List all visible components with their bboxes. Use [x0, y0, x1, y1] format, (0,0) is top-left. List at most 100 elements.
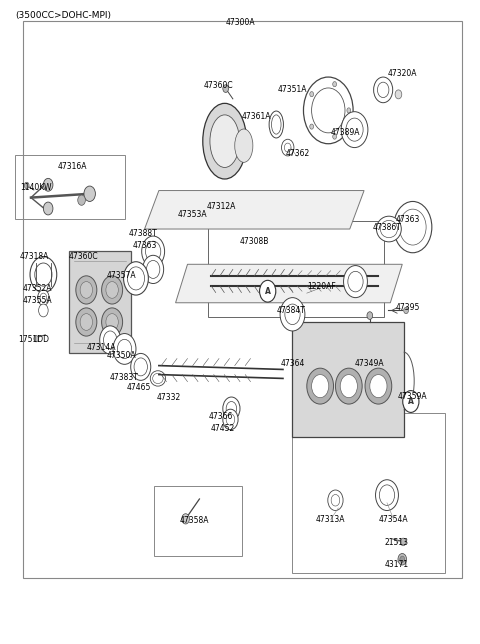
Text: 47383T: 47383T	[110, 373, 139, 382]
Circle shape	[312, 88, 345, 133]
Circle shape	[123, 261, 148, 295]
Text: 47352A: 47352A	[23, 284, 52, 293]
Text: 43171: 43171	[384, 560, 408, 569]
Text: A: A	[265, 287, 271, 296]
Circle shape	[30, 256, 57, 292]
Circle shape	[400, 538, 406, 545]
Circle shape	[373, 77, 393, 102]
Circle shape	[142, 236, 165, 267]
Circle shape	[106, 314, 118, 330]
Text: 47308B: 47308B	[240, 237, 269, 246]
Circle shape	[375, 480, 398, 511]
Circle shape	[333, 134, 336, 139]
Text: 47313A: 47313A	[316, 515, 346, 524]
Circle shape	[100, 326, 120, 354]
Text: 47318A: 47318A	[19, 252, 48, 261]
Circle shape	[145, 242, 161, 261]
Text: 47389A: 47389A	[330, 128, 360, 137]
Text: 1140KW: 1140KW	[20, 183, 51, 192]
Circle shape	[223, 85, 228, 93]
Text: 47465: 47465	[127, 383, 151, 392]
Circle shape	[404, 307, 408, 314]
Circle shape	[365, 368, 392, 404]
Circle shape	[117, 339, 132, 359]
Text: 47395: 47395	[396, 303, 420, 312]
Text: (3500CC>DOHC-MPI): (3500CC>DOHC-MPI)	[15, 11, 111, 20]
Ellipse shape	[380, 220, 397, 238]
Circle shape	[78, 195, 85, 205]
Circle shape	[395, 90, 402, 99]
Text: 47386T: 47386T	[372, 223, 401, 232]
Polygon shape	[144, 191, 364, 229]
Circle shape	[113, 334, 136, 365]
Circle shape	[310, 91, 313, 97]
Text: 21513: 21513	[384, 538, 408, 547]
Circle shape	[260, 280, 276, 302]
Circle shape	[76, 308, 97, 336]
Circle shape	[134, 358, 147, 376]
Circle shape	[303, 77, 353, 144]
Text: 1751DD: 1751DD	[18, 335, 49, 344]
Circle shape	[400, 556, 405, 562]
Text: 47351A: 47351A	[278, 86, 307, 95]
Text: 1220AF: 1220AF	[307, 281, 336, 290]
Circle shape	[35, 263, 52, 286]
Circle shape	[80, 314, 93, 330]
Circle shape	[394, 202, 432, 252]
Circle shape	[43, 202, 53, 215]
Text: 47360C: 47360C	[204, 81, 233, 90]
Polygon shape	[176, 264, 402, 303]
Text: 47360C: 47360C	[69, 252, 98, 261]
Bar	[207, 221, 384, 317]
Circle shape	[284, 143, 291, 152]
Circle shape	[143, 255, 164, 283]
Text: 47300A: 47300A	[225, 18, 255, 27]
Ellipse shape	[272, 115, 281, 134]
Circle shape	[399, 209, 426, 245]
Ellipse shape	[153, 374, 163, 384]
Circle shape	[226, 413, 235, 425]
Circle shape	[80, 281, 93, 298]
Circle shape	[336, 368, 362, 404]
Text: 47353A: 47353A	[178, 210, 207, 219]
Circle shape	[346, 118, 363, 141]
Circle shape	[307, 368, 334, 404]
Circle shape	[403, 391, 419, 412]
Text: 47364: 47364	[280, 359, 305, 368]
Circle shape	[367, 312, 372, 319]
Circle shape	[182, 514, 190, 524]
Circle shape	[340, 375, 358, 397]
Text: 47350A: 47350A	[107, 352, 136, 361]
Text: 47314A: 47314A	[87, 343, 116, 352]
Circle shape	[333, 82, 336, 87]
Circle shape	[377, 82, 389, 98]
Ellipse shape	[210, 115, 240, 167]
Text: 47357A: 47357A	[107, 271, 136, 280]
Circle shape	[223, 397, 240, 420]
Circle shape	[40, 293, 47, 302]
Circle shape	[341, 111, 368, 147]
Text: 47361A: 47361A	[242, 112, 272, 121]
Text: 47359A: 47359A	[398, 392, 428, 401]
Circle shape	[285, 304, 300, 325]
Circle shape	[104, 331, 117, 349]
Circle shape	[127, 267, 144, 290]
Bar	[23, 21, 462, 578]
Text: 47363: 47363	[396, 215, 420, 224]
Circle shape	[310, 124, 313, 129]
Text: 47366: 47366	[209, 412, 233, 421]
Circle shape	[312, 375, 329, 397]
Ellipse shape	[203, 103, 247, 179]
Ellipse shape	[150, 371, 166, 386]
Circle shape	[38, 304, 48, 317]
Ellipse shape	[235, 129, 253, 162]
Text: A: A	[408, 397, 414, 406]
Circle shape	[331, 495, 340, 506]
Circle shape	[348, 271, 363, 292]
Circle shape	[84, 186, 96, 202]
Circle shape	[379, 485, 395, 506]
Circle shape	[223, 409, 238, 430]
Circle shape	[281, 139, 294, 156]
Bar	[291, 322, 404, 437]
Circle shape	[43, 178, 53, 191]
